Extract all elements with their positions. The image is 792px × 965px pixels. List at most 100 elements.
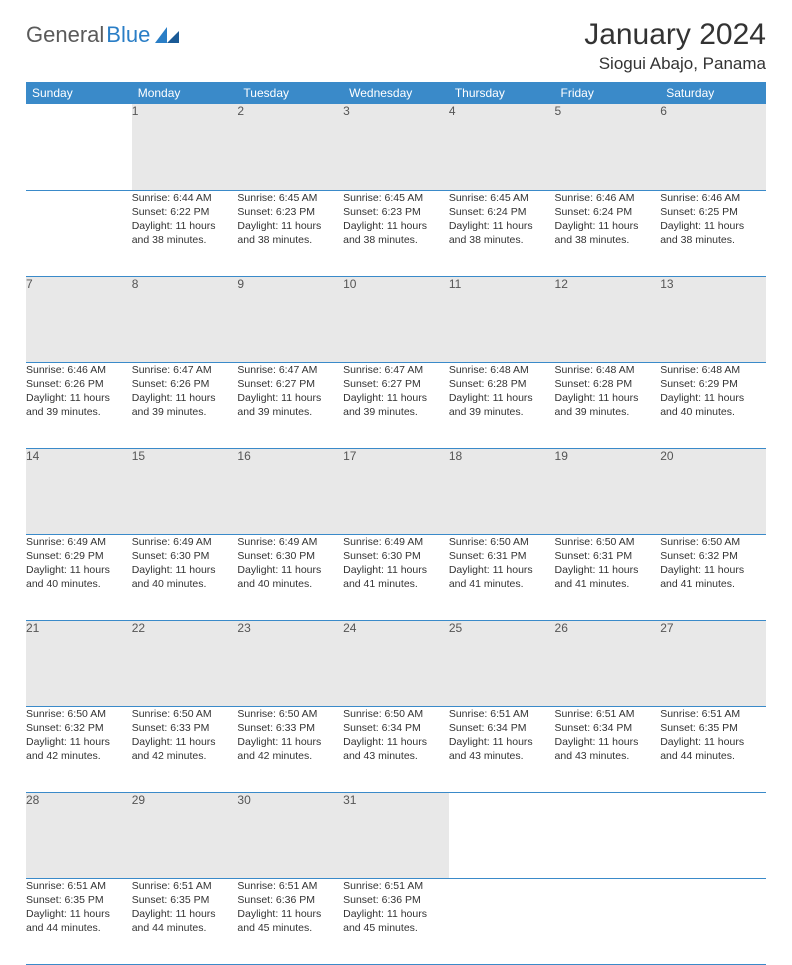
- weekday-header: Sunday: [26, 82, 132, 104]
- day-number-cell: 11: [449, 276, 555, 362]
- day-number-cell: 31: [343, 792, 449, 878]
- month-title: January 2024: [584, 18, 766, 52]
- day-detail-line: and 44 minutes.: [26, 921, 132, 935]
- day-detail-cell: Sunrise: 6:47 AMSunset: 6:26 PMDaylight:…: [132, 362, 238, 448]
- day-detail-cell: Sunrise: 6:51 AMSunset: 6:34 PMDaylight:…: [449, 706, 555, 792]
- day-detail-line: Sunrise: 6:50 AM: [26, 707, 132, 721]
- weekday-header: Saturday: [660, 82, 766, 104]
- day-number-cell: 4: [449, 104, 555, 190]
- day-detail-line: Daylight: 11 hours: [449, 391, 555, 405]
- day-detail-line: Sunset: 6:30 PM: [132, 549, 238, 563]
- day-number-cell: 7: [26, 276, 132, 362]
- day-detail-cell: Sunrise: 6:46 AMSunset: 6:25 PMDaylight:…: [660, 190, 766, 276]
- day-detail-line: Sunrise: 6:46 AM: [660, 191, 766, 205]
- day-detail-line: Daylight: 11 hours: [555, 219, 661, 233]
- day-detail-cell: Sunrise: 6:51 AMSunset: 6:34 PMDaylight:…: [555, 706, 661, 792]
- day-detail-line: Daylight: 11 hours: [343, 907, 449, 921]
- day-detail-line: Sunrise: 6:47 AM: [237, 363, 343, 377]
- day-detail-line: Daylight: 11 hours: [343, 391, 449, 405]
- day-detail-line: and 42 minutes.: [26, 749, 132, 763]
- title-block: January 2024 Siogui Abajo, Panama: [584, 18, 766, 74]
- day-detail-line: Sunset: 6:34 PM: [555, 721, 661, 735]
- day-detail-cell: Sunrise: 6:51 AMSunset: 6:36 PMDaylight:…: [343, 878, 449, 964]
- day-detail-line: and 40 minutes.: [237, 577, 343, 591]
- day-detail-cell: Sunrise: 6:50 AMSunset: 6:32 PMDaylight:…: [26, 706, 132, 792]
- logo-text-blue: Blue: [106, 22, 150, 48]
- day-detail-cell: Sunrise: 6:45 AMSunset: 6:23 PMDaylight:…: [237, 190, 343, 276]
- day-detail-line: Sunrise: 6:45 AM: [343, 191, 449, 205]
- day-number-row: 28293031: [26, 792, 766, 878]
- day-detail-line: Sunrise: 6:49 AM: [26, 535, 132, 549]
- day-detail-line: and 41 minutes.: [343, 577, 449, 591]
- weekday-header: Thursday: [449, 82, 555, 104]
- day-detail-line: Daylight: 11 hours: [555, 391, 661, 405]
- day-detail-line: Daylight: 11 hours: [26, 563, 132, 577]
- day-detail-line: Sunrise: 6:46 AM: [555, 191, 661, 205]
- day-detail-line: Sunrise: 6:45 AM: [237, 191, 343, 205]
- day-detail-line: Daylight: 11 hours: [449, 735, 555, 749]
- day-detail-line: Daylight: 11 hours: [237, 391, 343, 405]
- day-detail-line: Daylight: 11 hours: [449, 219, 555, 233]
- day-number-cell: 8: [132, 276, 238, 362]
- day-detail-row: Sunrise: 6:50 AMSunset: 6:32 PMDaylight:…: [26, 706, 766, 792]
- day-detail-line: and 38 minutes.: [132, 233, 238, 247]
- day-detail-line: Sunrise: 6:51 AM: [132, 879, 238, 893]
- day-number-cell: 18: [449, 448, 555, 534]
- day-detail-line: and 45 minutes.: [343, 921, 449, 935]
- logo-text-gray: General: [26, 22, 104, 48]
- day-detail-cell: Sunrise: 6:51 AMSunset: 6:36 PMDaylight:…: [237, 878, 343, 964]
- day-detail-line: Sunrise: 6:50 AM: [660, 535, 766, 549]
- day-number-cell: 19: [555, 448, 661, 534]
- day-number-cell: 14: [26, 448, 132, 534]
- day-detail-cell: Sunrise: 6:50 AMSunset: 6:34 PMDaylight:…: [343, 706, 449, 792]
- day-detail-line: Sunrise: 6:48 AM: [660, 363, 766, 377]
- day-detail-line: Daylight: 11 hours: [237, 735, 343, 749]
- day-detail-line: and 44 minutes.: [132, 921, 238, 935]
- day-detail-line: and 39 minutes.: [237, 405, 343, 419]
- day-detail-line: Sunrise: 6:49 AM: [132, 535, 238, 549]
- logo: GeneralBlue: [26, 22, 179, 48]
- day-number-row: 21222324252627: [26, 620, 766, 706]
- day-detail-line: Sunset: 6:34 PM: [449, 721, 555, 735]
- day-detail-line: Daylight: 11 hours: [555, 735, 661, 749]
- day-detail-line: and 42 minutes.: [237, 749, 343, 763]
- day-detail-cell: Sunrise: 6:50 AMSunset: 6:33 PMDaylight:…: [237, 706, 343, 792]
- day-detail-line: Sunrise: 6:47 AM: [343, 363, 449, 377]
- day-detail-line: Sunrise: 6:51 AM: [660, 707, 766, 721]
- day-detail-line: Sunset: 6:27 PM: [237, 377, 343, 391]
- weekday-header: Friday: [555, 82, 661, 104]
- weekday-header: Monday: [132, 82, 238, 104]
- day-detail-line: Sunset: 6:23 PM: [343, 205, 449, 219]
- day-number-cell: 2: [237, 104, 343, 190]
- day-detail-line: Sunrise: 6:50 AM: [555, 535, 661, 549]
- day-number-cell: 29: [132, 792, 238, 878]
- day-detail-line: and 40 minutes.: [660, 405, 766, 419]
- day-detail-line: Sunset: 6:33 PM: [132, 721, 238, 735]
- day-detail-line: Daylight: 11 hours: [555, 563, 661, 577]
- day-detail-line: and 41 minutes.: [660, 577, 766, 591]
- day-number-cell: 26: [555, 620, 661, 706]
- day-detail-line: Daylight: 11 hours: [343, 563, 449, 577]
- day-detail-line: Sunset: 6:36 PM: [237, 893, 343, 907]
- day-number-cell: 22: [132, 620, 238, 706]
- day-detail-line: Daylight: 11 hours: [343, 219, 449, 233]
- day-detail-line: Sunrise: 6:49 AM: [343, 535, 449, 549]
- day-detail-line: Sunset: 6:31 PM: [449, 549, 555, 563]
- day-detail-line: Sunrise: 6:48 AM: [555, 363, 661, 377]
- day-detail-line: Sunset: 6:32 PM: [26, 721, 132, 735]
- day-detail-line: and 38 minutes.: [555, 233, 661, 247]
- day-detail-line: and 41 minutes.: [555, 577, 661, 591]
- day-detail-cell: Sunrise: 6:50 AMSunset: 6:31 PMDaylight:…: [555, 534, 661, 620]
- day-number-cell: 30: [237, 792, 343, 878]
- day-number-cell: 17: [343, 448, 449, 534]
- day-detail-line: Sunrise: 6:50 AM: [343, 707, 449, 721]
- day-detail-cell: Sunrise: 6:47 AMSunset: 6:27 PMDaylight:…: [237, 362, 343, 448]
- weekday-header: Tuesday: [237, 82, 343, 104]
- day-detail-line: Daylight: 11 hours: [237, 219, 343, 233]
- header: GeneralBlue January 2024 Siogui Abajo, P…: [26, 18, 766, 74]
- day-detail-cell: Sunrise: 6:46 AMSunset: 6:26 PMDaylight:…: [26, 362, 132, 448]
- day-detail-line: Daylight: 11 hours: [132, 563, 238, 577]
- day-detail-line: Sunrise: 6:44 AM: [132, 191, 238, 205]
- day-detail-line: and 45 minutes.: [237, 921, 343, 935]
- day-detail-line: Sunset: 6:26 PM: [132, 377, 238, 391]
